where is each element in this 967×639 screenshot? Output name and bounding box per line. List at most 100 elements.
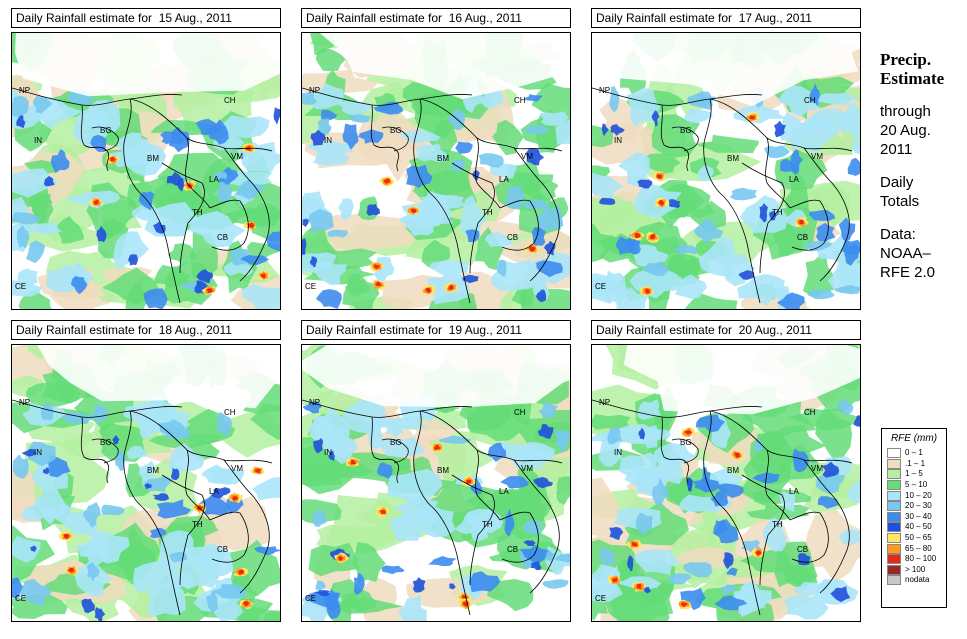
country-label-in: IN xyxy=(324,448,332,457)
legend-item: > 100 xyxy=(887,564,946,576)
country-label-in: IN xyxy=(614,448,622,457)
rainfall-patch xyxy=(449,583,456,590)
legend-swatch xyxy=(887,554,901,565)
country-border xyxy=(91,438,119,464)
rainfall-patch xyxy=(128,254,138,266)
rainfall-patch xyxy=(710,490,729,507)
country-border xyxy=(91,126,119,152)
rainfall-patch xyxy=(609,86,620,113)
rainfall-patch xyxy=(618,152,651,187)
rainfall-patch xyxy=(684,108,713,123)
rainfall-patch xyxy=(839,102,860,142)
rainfall-patch xyxy=(19,578,52,607)
rainfall-patch xyxy=(322,436,358,465)
rainfall-patch xyxy=(305,591,339,607)
rainfall-patch xyxy=(636,583,642,590)
rainfall-patch xyxy=(138,460,155,488)
side-through: through xyxy=(880,103,931,120)
rainfall-patch xyxy=(537,424,554,439)
rainfall-patch xyxy=(112,434,120,445)
country-border xyxy=(741,162,785,274)
country-border xyxy=(413,98,471,304)
map-panel: Daily Rainfall estimate for 16 Aug., 201… xyxy=(301,8,573,310)
rainfall-patch xyxy=(598,547,615,566)
rainfall-patch xyxy=(737,274,791,307)
legend-label: 30 – 40 xyxy=(905,511,932,521)
rainfall-patch xyxy=(25,381,81,409)
rainfall-patch xyxy=(802,254,834,298)
rainfall-patch xyxy=(353,572,365,596)
country-border xyxy=(789,199,829,251)
legend-swatch xyxy=(887,501,901,512)
legend-label: 1 – 5 xyxy=(905,469,923,479)
country-label-th: TH xyxy=(772,208,783,217)
rainfall-patch xyxy=(525,148,545,166)
country-label-vm: VM xyxy=(521,152,533,161)
legend-label: 20 – 30 xyxy=(905,501,932,511)
country-label-th: TH xyxy=(192,208,203,217)
rainfall-patch xyxy=(807,289,835,300)
rainfall-patch xyxy=(266,231,280,251)
rainfall-patch xyxy=(516,199,551,209)
rainfall-patch xyxy=(93,199,99,205)
country-border xyxy=(123,98,181,304)
country-border xyxy=(185,449,211,521)
rainfall-patch xyxy=(523,519,542,535)
rainfall-patch xyxy=(837,528,860,546)
country-label-cb: CB xyxy=(217,233,228,242)
rainfall-patch xyxy=(350,459,357,465)
rainfall-patch xyxy=(319,33,570,100)
legend-label: 0 – 1 xyxy=(905,448,923,458)
country-label-la: LA xyxy=(789,487,799,496)
rainfall-patch xyxy=(390,518,426,541)
rainfall-patch xyxy=(315,580,326,592)
legend-swatch xyxy=(887,533,901,544)
rainfall-patch xyxy=(723,552,734,570)
rainfall-patch xyxy=(248,222,255,228)
rainfall-patch xyxy=(846,478,860,504)
legend-label: > 100 xyxy=(905,564,926,574)
rainfall-patch xyxy=(178,550,223,590)
panel-title: Daily Rainfall estimate for 19 Aug., 201… xyxy=(301,320,571,340)
legend-label: nodata xyxy=(905,575,930,585)
rainfall-patch xyxy=(309,83,344,110)
rainfall-patch xyxy=(649,453,683,485)
country-border xyxy=(660,416,690,484)
rainfall-patch xyxy=(142,476,174,492)
rainfall-patch xyxy=(341,588,377,613)
rainfall-patch xyxy=(592,33,860,107)
rainfall-patch xyxy=(484,231,513,247)
legend-item: 20 – 30 xyxy=(887,501,946,512)
rainfall-map-svg: NP CH IN BG BM VM LA TH CB CE xyxy=(592,345,860,621)
country-label-in: IN xyxy=(614,136,622,145)
rainfall-patch xyxy=(690,200,727,233)
rainfall-patch xyxy=(213,171,228,180)
rainfall-patch xyxy=(94,607,106,621)
rainfall-patch xyxy=(493,488,521,518)
legend-swatch xyxy=(887,458,901,469)
rainfall-patch xyxy=(478,153,504,168)
rainfall-patch xyxy=(809,210,836,221)
side-daily: Daily xyxy=(880,174,914,191)
rainfall-patch xyxy=(504,184,525,210)
rainfall-patch xyxy=(421,239,451,270)
rainfall-patch xyxy=(252,477,280,501)
rainfall-patch xyxy=(37,345,280,409)
country-label-th: TH xyxy=(482,208,493,217)
side-date: 20 Aug. xyxy=(880,122,931,139)
country-label-cb: CB xyxy=(797,233,808,242)
rainfall-patch xyxy=(210,487,231,499)
rainfall-patch xyxy=(381,565,405,575)
country-label-la: LA xyxy=(499,487,509,496)
country-label-vm: VM xyxy=(811,152,823,161)
legend-item: 0 – 1 xyxy=(887,448,946,459)
rainfall-patch xyxy=(853,415,860,427)
rainfall-patch xyxy=(753,438,764,453)
rainfall-patch xyxy=(342,273,380,309)
country-label-np: NP xyxy=(19,398,30,407)
rainfall-patch xyxy=(649,234,656,240)
rainfall-map-svg: NP CH IN BG BM VM LA TH CB CE xyxy=(12,33,280,309)
rainfall-patch xyxy=(592,223,615,262)
country-border xyxy=(223,147,270,282)
rainfall-patch xyxy=(153,221,166,234)
